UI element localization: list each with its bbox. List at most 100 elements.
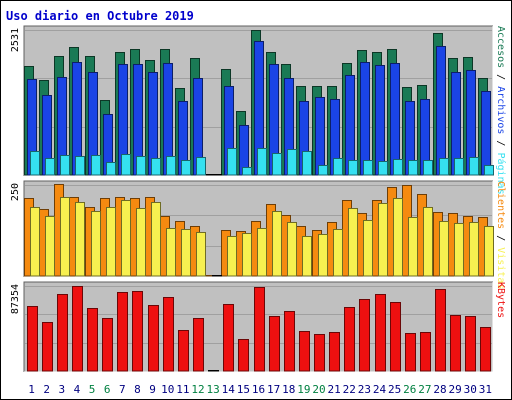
- x-tick-label: 15: [237, 383, 250, 396]
- bar-páginas-day-2: [45, 158, 55, 176]
- bar-visitas-day-10: [166, 228, 176, 277]
- bar-páginas-day-4: [75, 156, 85, 176]
- bar-visitas-day-28: [439, 221, 449, 277]
- x-tick-label: 19: [297, 383, 310, 396]
- bar-visitas-day-21: [333, 229, 343, 277]
- bar-páginas-day-30: [469, 157, 479, 176]
- bar-páginas-day-26: [408, 160, 418, 176]
- bar-visitas-day-3: [60, 197, 70, 277]
- bar-kbytes-day-20: [314, 334, 325, 372]
- bar-visitas-day-31: [484, 226, 494, 277]
- panel-hits: 2531 Accesos / Archivos / Páginas: [10, 25, 507, 195]
- x-tick-label: 17: [267, 383, 280, 396]
- bar-páginas-day-20: [318, 165, 328, 176]
- x-tick-label: 16: [252, 383, 265, 396]
- y-max-label: 87354: [10, 284, 21, 314]
- bar-visitas-day-30: [469, 222, 479, 277]
- bar-visitas-day-15: [242, 233, 252, 277]
- x-tick-label: 14: [222, 383, 236, 396]
- bar-páginas-day-9: [151, 158, 161, 176]
- bar-kbytes-day-21: [329, 332, 340, 372]
- y-max-label: 2531: [10, 28, 21, 52]
- bar-kbytes-day-10: [163, 297, 174, 372]
- x-tick-label: 22: [343, 383, 356, 396]
- bar-kbytes-day-17: [269, 316, 280, 372]
- legend-separator: /: [495, 134, 506, 152]
- bar-visitas-day-24: [378, 203, 388, 277]
- bar-páginas-day-14: [227, 148, 237, 176]
- bar-kbytes-day-16: [254, 287, 265, 372]
- legend-entry: Páginas: [495, 152, 507, 194]
- bar-kbytes-day-14: [223, 304, 234, 372]
- x-tick-label: 18: [282, 383, 295, 396]
- bar-páginas-day-23: [363, 160, 373, 176]
- bar-kbytes-day-28: [435, 289, 446, 372]
- panel-bevel-light: [24, 26, 494, 177]
- bar-kbytes-day-23: [359, 299, 370, 372]
- bar-páginas-day-16: [257, 148, 267, 176]
- bar-kbytes-day-11: [178, 330, 189, 372]
- bar-kbytes-day-31: [480, 327, 491, 372]
- bar-visitas-day-16: [257, 228, 267, 277]
- x-tick-label: 7: [119, 383, 126, 396]
- legend-entry: Archivos: [495, 86, 506, 134]
- bar-kbytes-day-27: [420, 332, 431, 372]
- bar-visitas-day-11: [181, 229, 191, 277]
- legend-entry: KBytes: [495, 282, 506, 318]
- x-tick-label: 4: [74, 383, 81, 396]
- bar-visitas-day-26: [408, 217, 418, 277]
- bar-páginas-day-31: [484, 165, 494, 176]
- bar-páginas-day-12: [196, 157, 206, 176]
- legend-entry: Visitas: [495, 247, 506, 289]
- panel-kbytes: 87354 KBytes: [10, 281, 506, 373]
- bar-páginas-day-22: [348, 160, 358, 176]
- bar-kbytes-day-9: [148, 305, 159, 372]
- x-tick-label: 21: [328, 383, 341, 396]
- bar-archivos-day-28: [436, 46, 446, 176]
- x-tick-label: 23: [358, 383, 371, 396]
- x-tick-label: 11: [176, 383, 189, 396]
- bar-archivos-day-31: [481, 91, 491, 176]
- x-tick-label: 9: [149, 383, 156, 396]
- bar-kbytes-day-22: [344, 307, 355, 372]
- bar-páginas-day-28: [439, 158, 449, 176]
- bar-páginas-day-19: [302, 151, 312, 176]
- chart-title: Uso diario en Octubre 2019: [6, 9, 194, 23]
- bar-archivos-day-24: [375, 65, 385, 176]
- x-tick-label: 1: [28, 383, 35, 396]
- legend-kbytes: KBytes: [495, 282, 506, 318]
- bar-kbytes-day-29: [450, 315, 461, 372]
- bar-páginas-day-13: [212, 174, 222, 176]
- bar-kbytes-day-12: [193, 318, 204, 372]
- bar-visitas-day-17: [272, 211, 282, 277]
- bar-visitas-day-12: [196, 232, 206, 277]
- bar-visitas-day-20: [318, 234, 328, 277]
- bar-páginas-day-25: [393, 159, 403, 176]
- bar-visitas-day-13: [212, 275, 222, 277]
- bar-kbytes-day-25: [390, 302, 401, 372]
- bar-visitas-day-4: [75, 202, 85, 277]
- bar-kbytes-day-15: [238, 339, 249, 372]
- bar-páginas-day-24: [378, 161, 388, 176]
- bar-archivos-day-20: [315, 97, 325, 176]
- bar-visitas-day-6: [106, 207, 116, 277]
- bar-páginas-day-15: [242, 167, 252, 176]
- bar-kbytes-day-7: [117, 292, 128, 372]
- x-tick-label: 31: [479, 383, 492, 396]
- bar-visitas-day-19: [302, 236, 312, 277]
- bar-kbytes-day-5: [87, 308, 98, 372]
- bar-kbytes-day-30: [465, 316, 476, 372]
- bar-páginas-day-29: [454, 158, 464, 176]
- x-tick-label: 29: [449, 383, 462, 396]
- x-tick-label: 3: [59, 383, 66, 396]
- bar-páginas-day-8: [136, 156, 146, 176]
- bar-visitas-day-9: [151, 202, 161, 277]
- panel-bevel-light: [24, 282, 494, 373]
- bar-visitas-day-14: [227, 236, 237, 277]
- bar-kbytes-day-1: [27, 306, 38, 372]
- bar-kbytes-day-24: [375, 294, 386, 372]
- legend-hits: Accesos / Archivos / Páginas: [495, 26, 507, 195]
- x-tick-label: 27: [418, 383, 431, 396]
- bar-visitas-day-5: [91, 211, 101, 277]
- x-tick-label: 20: [312, 383, 325, 396]
